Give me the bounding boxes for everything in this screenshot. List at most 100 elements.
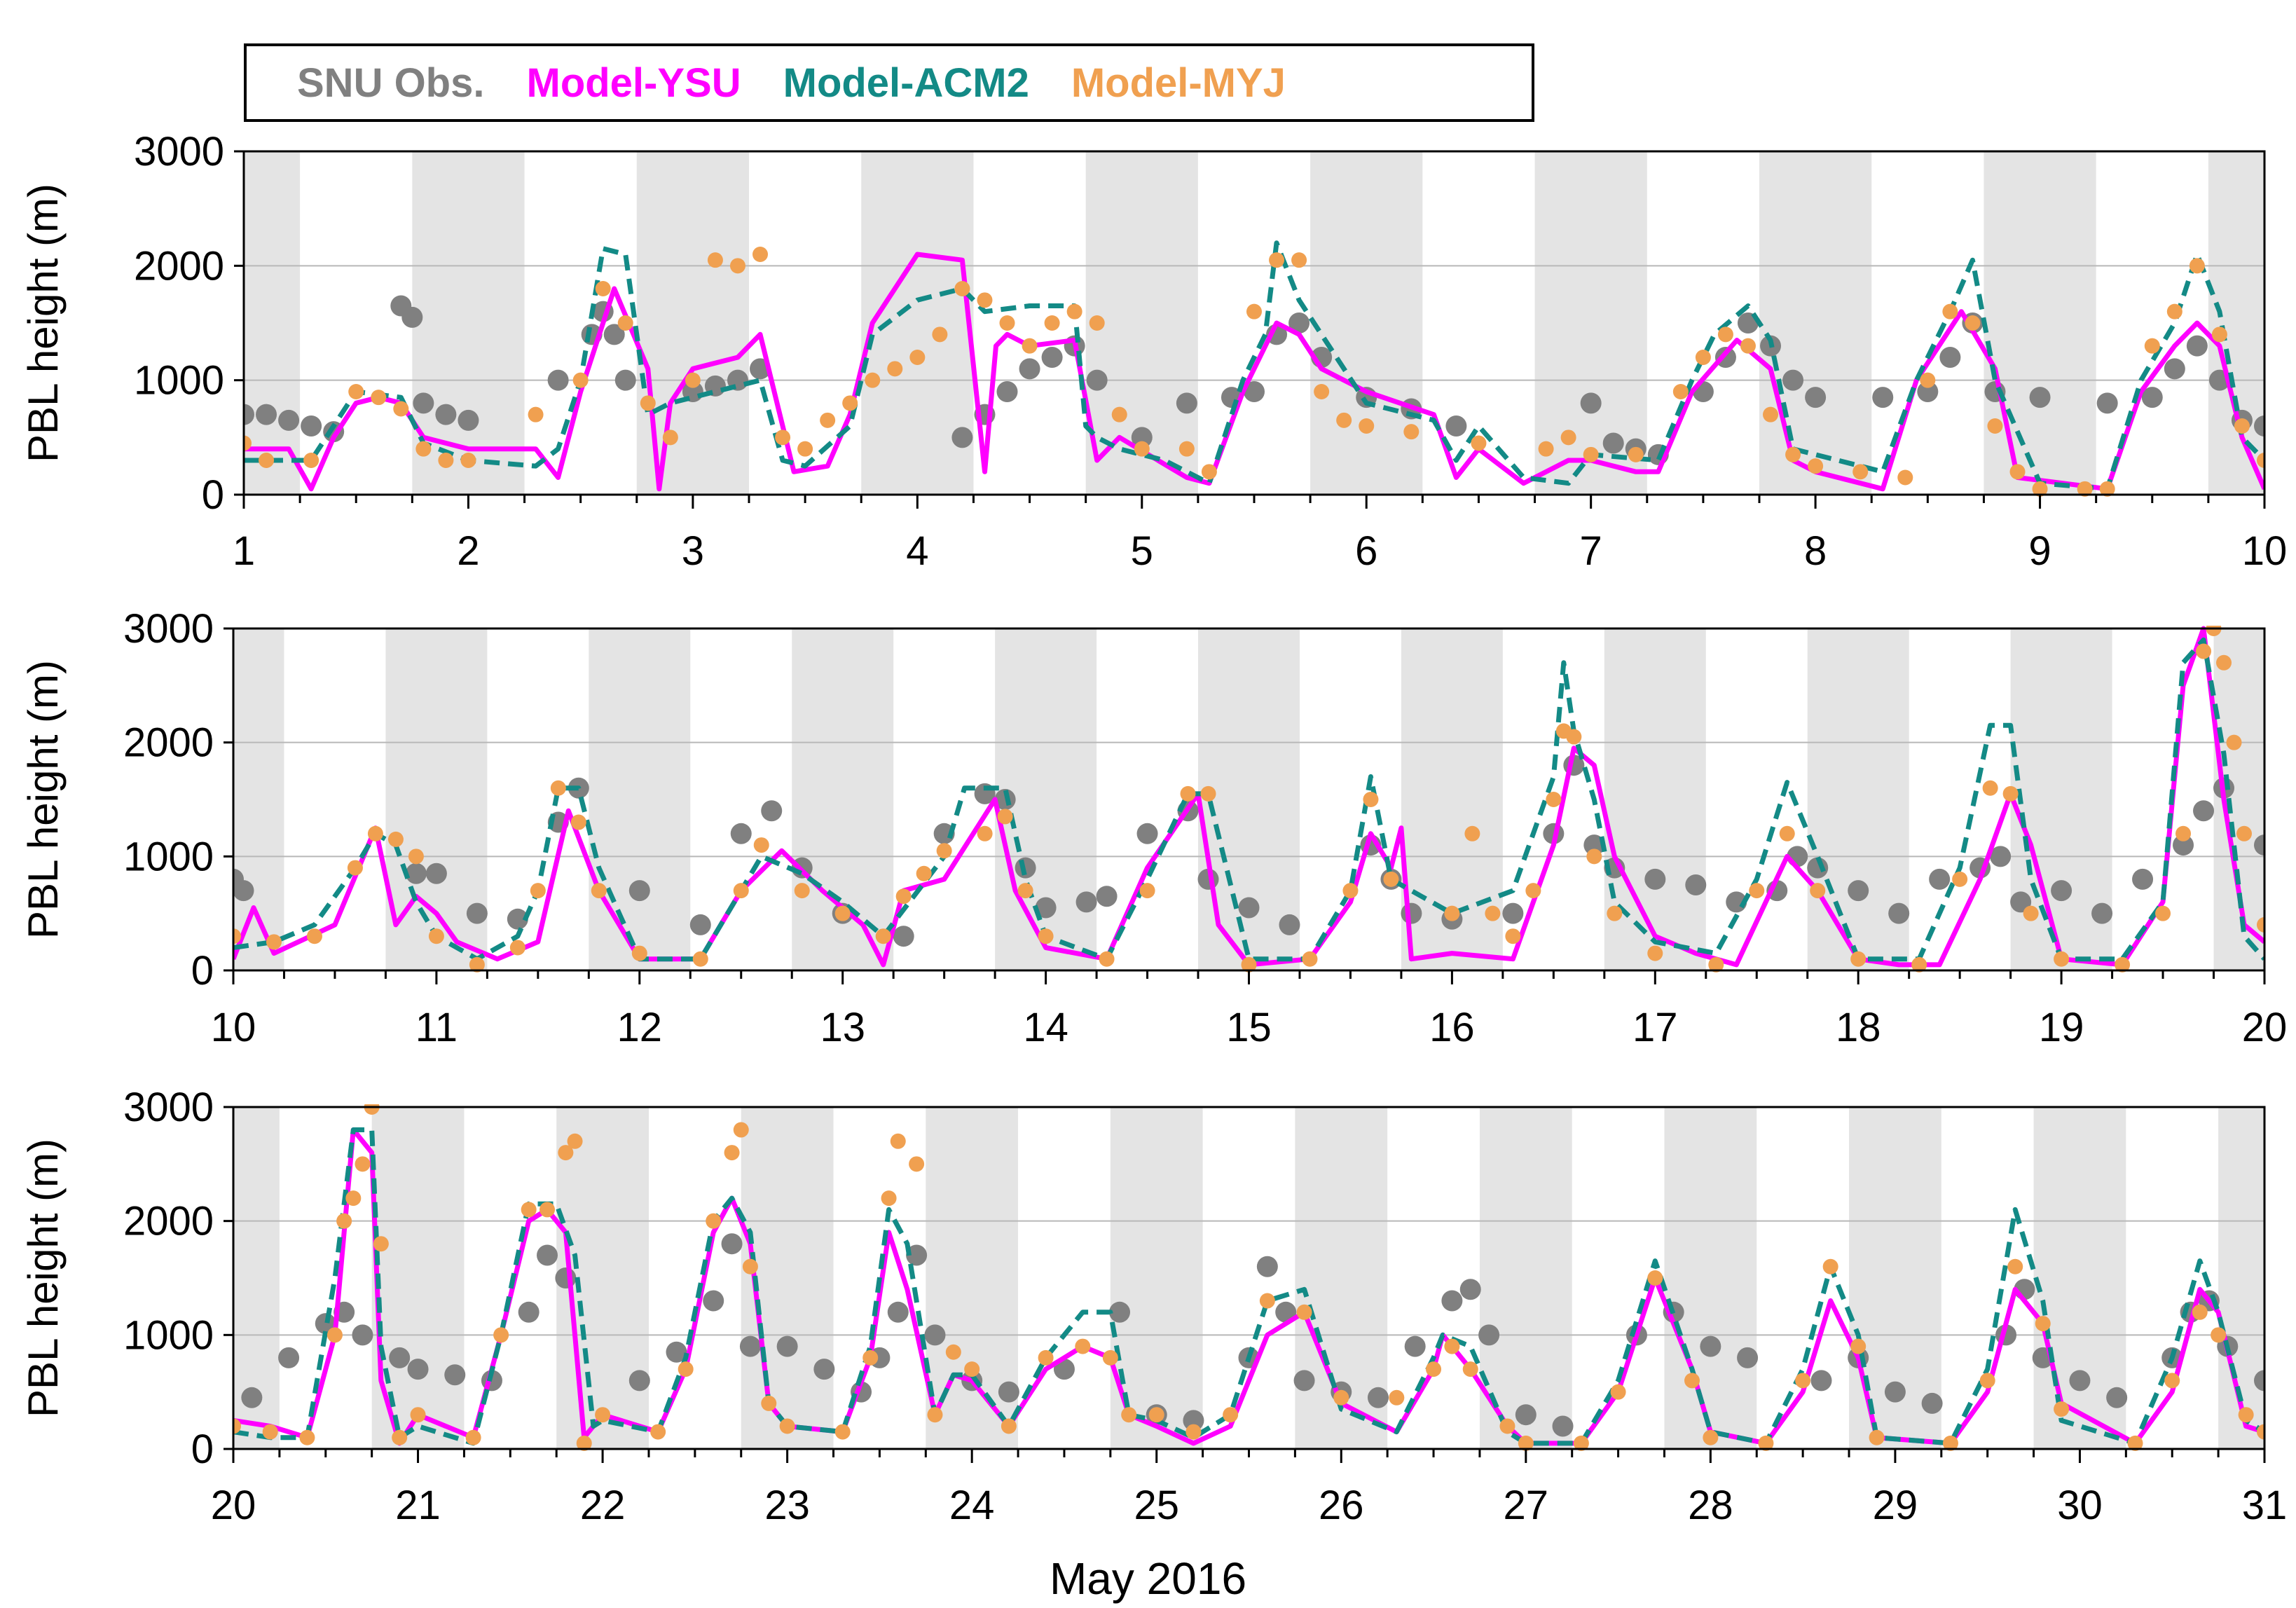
point-model-myj [2023,905,2039,921]
point-model-myj [1389,1389,1405,1406]
night-band [2213,628,2264,970]
point-snu-obs [466,902,488,924]
point-model-myj [1363,792,1379,807]
night-band [1310,151,1423,495]
x-tick-label: 4 [906,528,928,574]
y-tick-label: 0 [191,948,214,994]
point-model-myj [1672,384,1689,399]
point-snu-obs [721,1233,743,1255]
point-model-myj [355,1156,371,1172]
x-tick-label: 31 [2242,1483,2288,1528]
point-model-myj [1139,883,1155,899]
point-model-myj [1518,1435,1534,1451]
point-model-myj [794,883,810,899]
point-model-myj [469,956,485,973]
point-model-myj [1022,338,1038,354]
x-tick-label: 29 [1873,1483,1918,1528]
y-tick-label: 2000 [123,1199,214,1244]
night-band [1759,151,1872,495]
point-model-myj [842,395,858,411]
point-snu-obs [547,369,569,391]
point-model-myj [1979,1373,1995,1389]
x-tick-label: 1 [233,528,255,574]
point-model-myj [862,1349,879,1366]
point-model-myj [530,883,546,899]
point-snu-obs [435,404,457,425]
point-model-myj [2196,643,2212,659]
point-snu-obs [1109,1301,1131,1323]
point-model-myj [1586,848,1602,865]
point-snu-obs [2254,834,2264,856]
point-model-myj [2054,951,2070,967]
plot-area [244,240,2264,497]
point-snu-obs [761,800,783,822]
point-snu-obs [2254,1370,2264,1391]
point-model-myj [997,809,1013,825]
x-tick-label: 30 [2057,1483,2103,1528]
point-snu-obs [2173,834,2194,856]
point-model-myj [1038,1349,1054,1366]
point-snu-obs [1872,387,1894,408]
point-snu-obs [1275,1301,1297,1323]
point-snu-obs [2029,387,2051,408]
point-snu-obs [628,1370,650,1391]
point-model-myj [393,401,409,417]
point-model-myj [1869,1429,1885,1445]
point-snu-obs [2010,891,2032,913]
point-snu-obs [1244,381,1265,402]
point-model-myj [954,281,970,296]
point-model-myj [1099,951,1115,967]
point-model-myj [662,430,678,446]
legend-model-ysu: Model-YSU [526,60,741,106]
panel-top: 0 1000 2000 3000 1 2 3 4 5 6 7 8 9 10 PBL height (m) [20,129,2287,574]
point-model-myj [881,1190,897,1207]
point-model-myj [964,1361,980,1377]
x-tick-label: 7 [1580,528,1602,574]
point-model-myj [909,1156,925,1172]
point-model-myj [1566,729,1582,745]
point-model-myj [1121,1407,1137,1423]
point-model-myj [1708,956,1724,973]
point-model-myj [1560,430,1576,446]
series-model-myj [244,247,2264,497]
point-snu-obs [813,1359,835,1380]
point-model-myj [820,412,836,428]
point-snu-obs [389,1347,411,1368]
x-tick-label: 17 [1632,1005,1678,1050]
point-snu-obs [1502,902,1524,924]
point-model-myj [1444,905,1460,921]
point-snu-obs [1884,1381,1906,1403]
point-model-myj [887,361,903,377]
point-model-myj [1758,1435,1774,1451]
series-model-acm2 [233,1127,2264,1446]
point-snu-obs [1136,823,1158,844]
point-snu-obs [458,409,479,431]
series-model-myj [233,626,2264,973]
point-snu-obs [1810,1370,1832,1391]
point-model-myj [1383,871,1399,887]
point-model-myj [1102,1349,1118,1366]
point-model-myj [1111,406,1127,422]
point-snu-obs [893,926,914,947]
point-model-myj [779,1418,795,1434]
point-snu-obs [603,324,625,345]
point-model-myj [550,780,566,796]
point-model-myj [1822,1258,1838,1274]
x-tick-label: 3 [682,528,704,574]
y-tick-label: 0 [202,472,224,518]
point-model-myj [1075,1338,1091,1354]
point-model-myj [347,860,363,876]
point-model-myj [706,1213,722,1229]
point-snu-obs [1602,432,1624,454]
point-snu-obs [951,427,973,448]
point-snu-obs [413,392,434,414]
point-model-myj [1852,464,1869,480]
point-model-myj [259,453,275,468]
point-model-myj [753,837,769,853]
point-snu-obs [518,1301,539,1323]
point-model-myj [640,395,656,411]
point-model-myj [2175,825,2192,841]
point-model-myj [1647,945,1663,961]
x-tick-label: 6 [1355,528,1377,574]
point-snu-obs [1238,897,1260,919]
